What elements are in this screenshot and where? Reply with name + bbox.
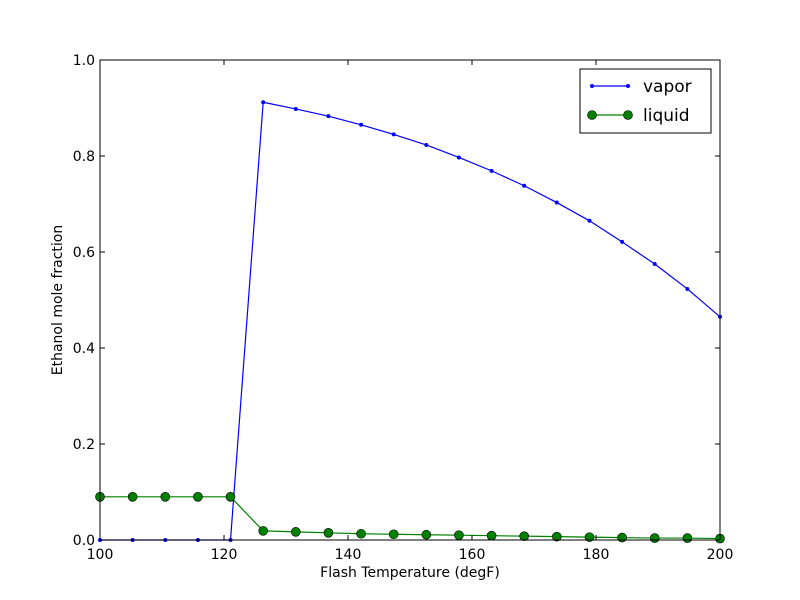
legend-liquid-marker-right bbox=[623, 110, 633, 120]
data-point-liquid bbox=[454, 530, 464, 541]
data-point-vapor bbox=[326, 114, 331, 119]
legend-liquid-label: liquid bbox=[643, 106, 690, 126]
x-tick-label: 140 bbox=[335, 547, 362, 563]
data-point-vapor bbox=[293, 106, 298, 111]
series-liquid bbox=[95, 491, 725, 544]
data-point-liquid bbox=[323, 527, 334, 538]
legend-vapor-marker-right bbox=[626, 84, 630, 88]
data-point-vapor bbox=[652, 262, 657, 266]
data-point-vapor bbox=[391, 132, 396, 137]
y-tick-label: 0.4 bbox=[73, 341, 95, 357]
x-tick-label: 200 bbox=[707, 547, 734, 563]
plot-frame bbox=[99, 59, 721, 541]
legend-vapor-marker-left bbox=[590, 84, 594, 88]
legend: vapor liquid bbox=[579, 68, 712, 134]
data-point-vapor bbox=[587, 218, 592, 223]
data-point-liquid bbox=[290, 527, 301, 537]
legend-box bbox=[579, 68, 712, 134]
data-point-liquid bbox=[617, 532, 627, 543]
data-point-vapor bbox=[620, 239, 625, 244]
y-tick-label: 0.8 bbox=[73, 149, 95, 165]
x-tick-label: 180 bbox=[583, 547, 610, 563]
data-point-liquid bbox=[258, 526, 268, 536]
data-point-liquid bbox=[356, 528, 366, 539]
data-point-vapor bbox=[261, 100, 266, 105]
y-tick-label: 0.0 bbox=[73, 533, 95, 549]
series-line-liquid bbox=[100, 496, 721, 540]
data-point-liquid bbox=[682, 533, 693, 543]
x-tick-label: 100 bbox=[87, 547, 114, 563]
data-point-liquid bbox=[127, 491, 138, 502]
data-point-liquid bbox=[160, 491, 171, 502]
x-axis-label: Flash Temperature (degF) bbox=[320, 565, 500, 581]
y-tick-label: 0.6 bbox=[73, 245, 95, 261]
data-point-liquid bbox=[552, 531, 562, 542]
data-point-liquid bbox=[584, 532, 595, 542]
data-point-vapor bbox=[685, 286, 690, 291]
y-axis-label: Ethanol mole fraction bbox=[50, 225, 66, 376]
y-tick-label: 1.0 bbox=[73, 53, 95, 69]
data-point-liquid bbox=[421, 529, 432, 540]
data-point-vapor bbox=[522, 183, 527, 188]
data-point-vapor bbox=[554, 200, 559, 205]
x-tick-label: 120 bbox=[211, 547, 238, 563]
legend-vapor-label: vapor bbox=[643, 77, 692, 97]
tick-layer: 100 120 140 160 180 200 0.0 0.2 0.4 0.6 0.8 1.0 bbox=[73, 53, 734, 563]
data-point-vapor bbox=[359, 122, 364, 127]
data-point-liquid bbox=[193, 491, 203, 502]
data-point-liquid bbox=[519, 531, 530, 541]
data-point-liquid bbox=[388, 529, 399, 540]
legend-liquid-marker-left bbox=[587, 110, 597, 120]
data-point-vapor bbox=[424, 142, 429, 147]
x-tick-label: 160 bbox=[459, 547, 486, 563]
data-point-liquid bbox=[649, 533, 660, 543]
data-point-liquid bbox=[486, 530, 497, 541]
data-point-liquid bbox=[225, 491, 236, 502]
y-tick-label: 0.2 bbox=[73, 437, 95, 453]
data-point-vapor bbox=[456, 155, 461, 160]
data-point-vapor bbox=[489, 168, 494, 173]
